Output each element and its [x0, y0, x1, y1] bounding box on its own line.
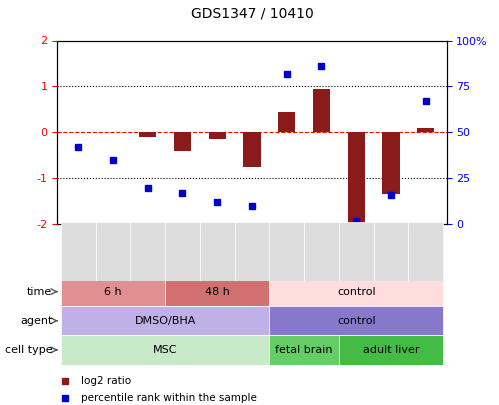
Bar: [417, 128, 435, 132]
Bar: [61, 335, 269, 364]
Bar: [269, 335, 339, 364]
Text: MSC: MSC: [153, 345, 177, 355]
Text: control: control: [337, 287, 376, 296]
Bar: [244, 132, 260, 167]
Text: cell type: cell type: [5, 345, 52, 355]
Text: DMSO/BHA: DMSO/BHA: [134, 316, 196, 326]
Bar: [374, 222, 408, 281]
Bar: [304, 222, 339, 281]
Bar: [235, 222, 269, 281]
Text: time: time: [27, 287, 52, 296]
Bar: [313, 89, 330, 132]
Text: agent: agent: [20, 316, 52, 326]
Text: GDS1347 / 10410: GDS1347 / 10410: [191, 6, 313, 20]
Text: control: control: [337, 316, 376, 326]
Bar: [61, 277, 165, 306]
Text: 48 h: 48 h: [205, 287, 230, 296]
Bar: [382, 132, 400, 194]
Bar: [408, 222, 443, 281]
Text: fetal brain: fetal brain: [275, 345, 333, 355]
Bar: [339, 335, 443, 364]
Bar: [174, 132, 191, 151]
Bar: [130, 222, 165, 281]
Bar: [165, 277, 269, 306]
Bar: [61, 306, 269, 335]
Bar: [269, 277, 443, 306]
Text: adult liver: adult liver: [363, 345, 419, 355]
Text: percentile rank within the sample: percentile rank within the sample: [81, 393, 256, 403]
Bar: [61, 222, 96, 281]
Bar: [96, 222, 130, 281]
Bar: [278, 112, 295, 132]
Bar: [348, 132, 365, 224]
Bar: [269, 306, 443, 335]
Text: log2 ratio: log2 ratio: [81, 376, 131, 386]
Bar: [200, 222, 235, 281]
Text: 6 h: 6 h: [104, 287, 122, 296]
Bar: [165, 222, 200, 281]
Bar: [139, 132, 156, 137]
Bar: [269, 222, 304, 281]
Bar: [339, 222, 374, 281]
Bar: [209, 132, 226, 139]
